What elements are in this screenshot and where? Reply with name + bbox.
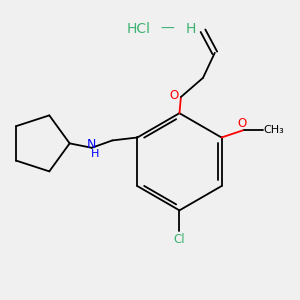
Text: H: H	[186, 22, 196, 36]
Text: —: —	[161, 22, 175, 36]
Text: O: O	[170, 89, 179, 102]
Text: HCl: HCl	[126, 22, 150, 36]
Text: N: N	[87, 138, 96, 151]
Text: Cl: Cl	[174, 233, 185, 246]
Text: H: H	[92, 149, 100, 159]
Text: O: O	[238, 117, 247, 130]
Text: CH₃: CH₃	[264, 125, 284, 135]
